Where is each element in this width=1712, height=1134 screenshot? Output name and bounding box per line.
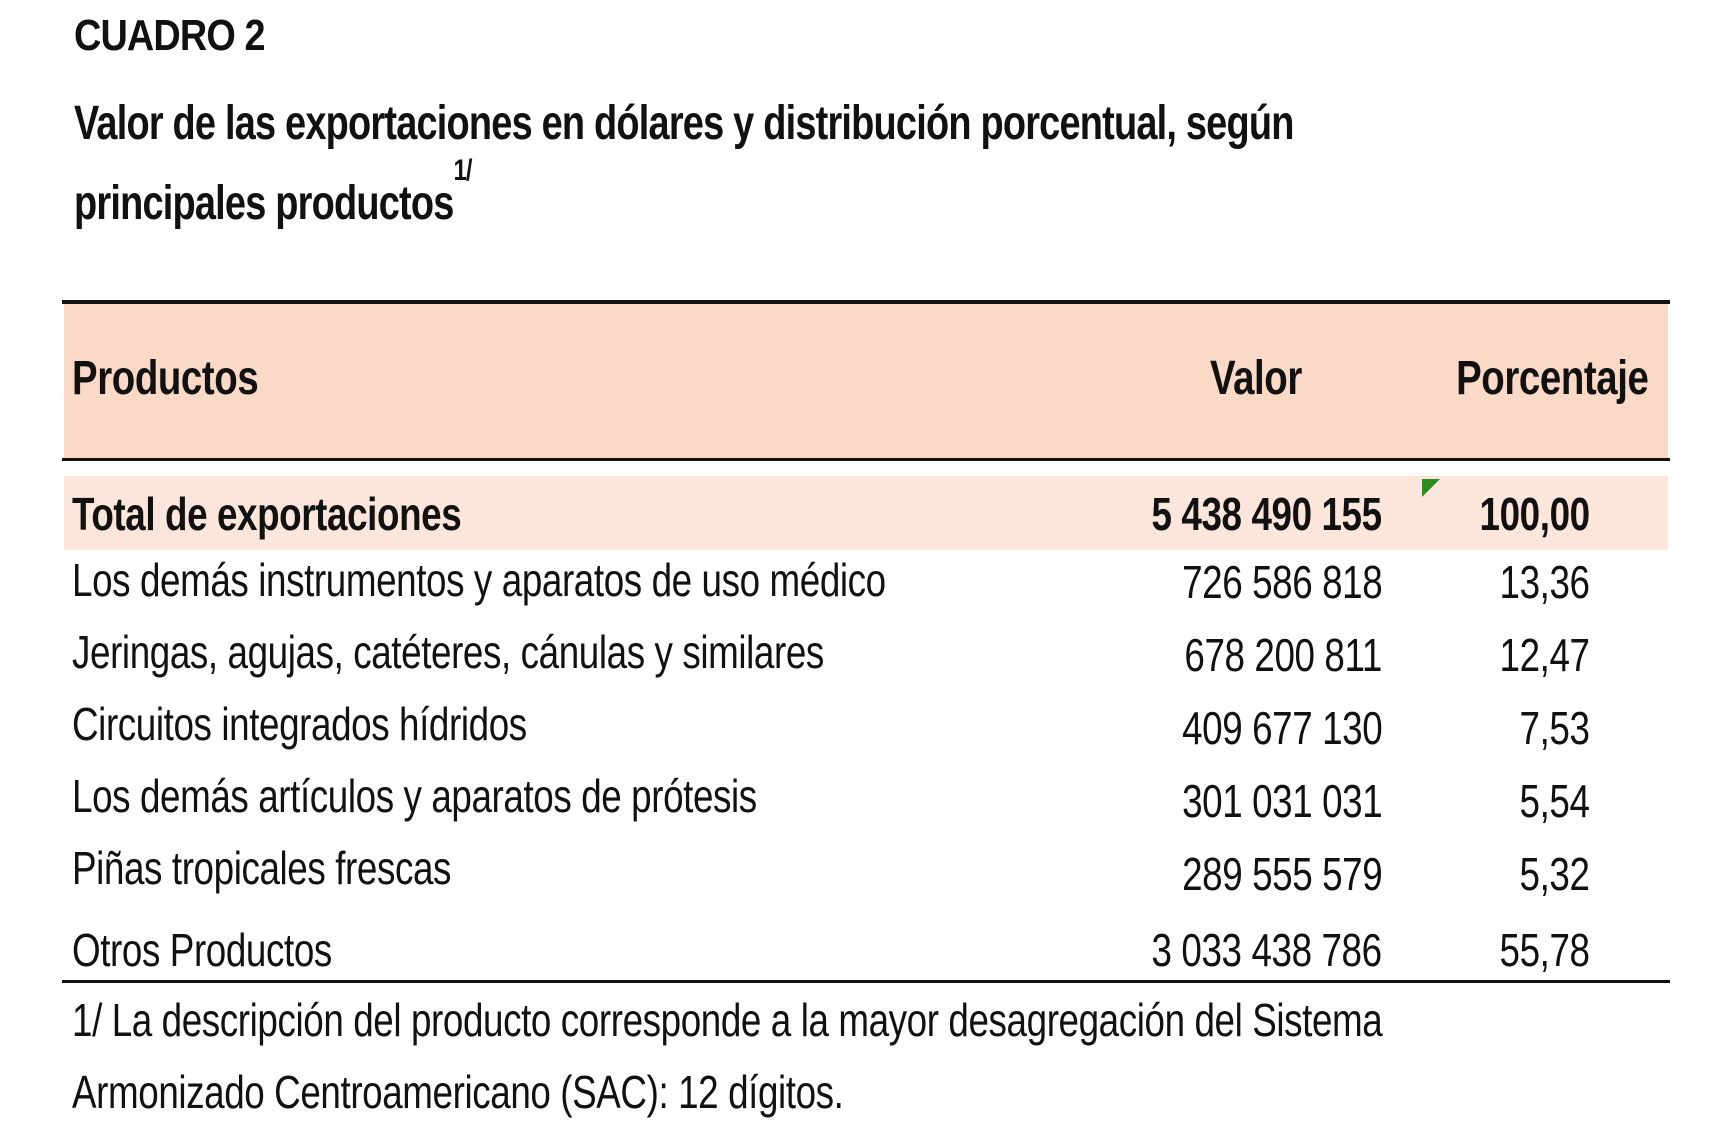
- table-top-rule: [62, 300, 1670, 304]
- total-row-product: Total de exportaciones: [72, 488, 462, 540]
- title-line-1: Valor de las exportaciones en dólares y …: [74, 97, 1294, 150]
- column-header-valor: Valor: [1210, 352, 1302, 405]
- title-line-2: principales productos1/: [74, 156, 1496, 244]
- total-row-band: [64, 476, 1668, 550]
- row-percent: 55,78: [1499, 924, 1590, 976]
- footnote-line-2: Armonizado Centroamericano (SAC): 12 díg…: [72, 1066, 844, 1118]
- row-product: Piñas tropicales frescas: [72, 842, 452, 894]
- row-percent: 7,53: [1519, 702, 1590, 754]
- column-header-productos: Productos: [72, 352, 259, 405]
- table-header-band: [64, 304, 1668, 458]
- total-row-value: 5 438 490 155: [1151, 488, 1383, 540]
- title-footnote-ref: 1/: [453, 154, 473, 187]
- row-product: Jeringas, agujas, catéteres, cánulas y s…: [72, 626, 824, 678]
- title-line-2-text: principales productos: [74, 177, 454, 230]
- row-value: 726 586 818: [1181, 556, 1383, 608]
- row-percent: 5,32: [1519, 848, 1590, 900]
- row-value: 301 031 031: [1181, 775, 1383, 827]
- column-header-porcentaje: Porcentaje: [1455, 352, 1649, 405]
- cell-comment-marker-icon: [1422, 479, 1440, 497]
- row-value: 289 555 579: [1181, 848, 1383, 900]
- row-product: Los demás instrumentos y aparatos de uso…: [72, 554, 886, 606]
- table-number: CUADRO 2: [74, 11, 266, 60]
- row-value: 678 200 811: [1184, 629, 1382, 681]
- row-percent: 12,47: [1499, 629, 1590, 681]
- row-percent: 13,36: [1499, 556, 1590, 608]
- header-bottom-rule: [62, 458, 1670, 461]
- row-percent: 5,54: [1519, 775, 1590, 827]
- footnote-line-1: 1/ La descripción del producto correspon…: [72, 994, 1383, 1046]
- footnote: 1/ La descripción del producto correspon…: [72, 984, 1592, 1128]
- table-title: Valor de las exportaciones en dólares y …: [74, 84, 1496, 244]
- row-value: 409 677 130: [1181, 702, 1383, 754]
- row-product: Los demás artículos y aparatos de prótes…: [72, 770, 757, 822]
- row-product: Circuitos integrados hídridos: [72, 698, 527, 750]
- row-product: Otros Productos: [72, 924, 332, 976]
- total-row-percent: 100,00: [1479, 488, 1591, 540]
- row-value: 3 033 438 786: [1151, 924, 1383, 976]
- table-bottom-rule: [62, 980, 1670, 983]
